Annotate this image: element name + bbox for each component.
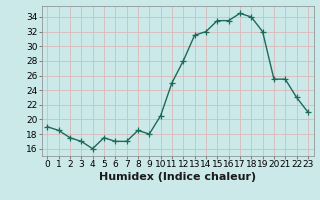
X-axis label: Humidex (Indice chaleur): Humidex (Indice chaleur) — [99, 172, 256, 182]
